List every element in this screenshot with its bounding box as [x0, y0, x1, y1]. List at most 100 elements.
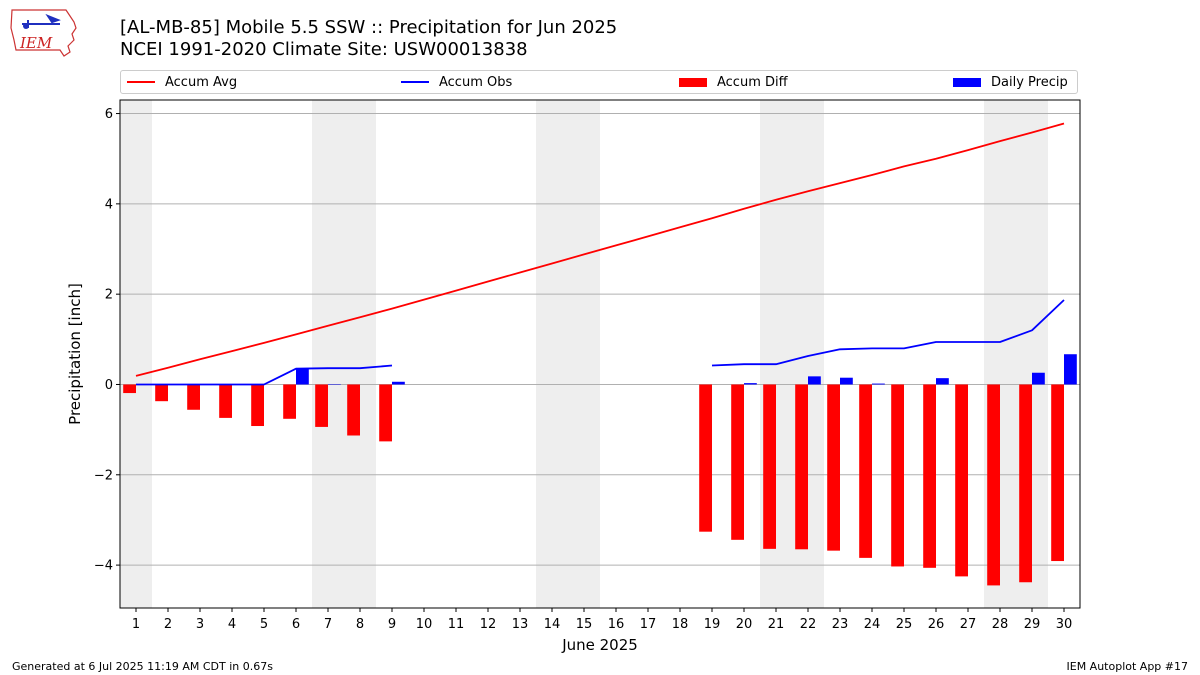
accum-diff-bar-23: [827, 384, 840, 551]
chart-title: [AL-MB-85] Mobile 5.5 SSW :: Precipitati…: [120, 17, 618, 38]
x-tick-label-21: 21: [768, 617, 785, 632]
legend-swatch-accum-avg: [127, 81, 155, 83]
daily-precip-bar-24: [872, 383, 885, 385]
daily-precip-bar-20: [744, 383, 757, 385]
accum-diff-bar-20: [731, 384, 744, 540]
generated-note: Generated at 6 Jul 2025 11:19 AM CDT in …: [12, 660, 273, 673]
accum-diff-bar-6: [283, 384, 296, 419]
x-tick-label-1: 1: [132, 617, 140, 632]
legend-swatch-accum-obs: [401, 81, 429, 83]
x-tick-label-25: 25: [896, 617, 913, 632]
weekend-shading: [120, 100, 1048, 608]
y-tick-label-2: 0: [105, 378, 113, 393]
legend-entry-accum-diff: Accum Diff: [679, 71, 788, 93]
daily-precip-bar-29: [1032, 372, 1045, 385]
y-gridlines: [120, 113, 1080, 566]
legend-swatch-accum-diff: [679, 77, 707, 87]
x-tick-label-9: 9: [388, 617, 396, 632]
x-tick-label-2: 2: [164, 617, 172, 632]
x-tick-label-5: 5: [260, 617, 268, 632]
accum-diff-bar-7: [315, 384, 328, 427]
legend-entry-accum-obs: Accum Obs: [401, 71, 512, 93]
app-note: IEM Autoplot App #17: [1066, 660, 1189, 673]
iem-logo: IEM: [10, 9, 77, 57]
x-tick-label-8: 8: [356, 617, 364, 632]
x-tick-label-4: 4: [228, 617, 236, 632]
x-tick-label-28: 28: [992, 617, 1009, 632]
legend-entry-accum-avg: Accum Avg: [127, 71, 237, 93]
accum-diff-bar-27: [955, 384, 968, 577]
legend-label-accum-diff: Accum Diff: [717, 74, 788, 90]
x-tick-label-22: 22: [800, 617, 817, 632]
x-tick-label-15: 15: [576, 617, 593, 632]
x-tick-label-30: 30: [1056, 617, 1073, 632]
x-tick-label-17: 17: [640, 617, 657, 632]
x-tick-label-10: 10: [416, 617, 433, 632]
x-axis-label: June 2025: [561, 636, 638, 654]
x-tick-label-23: 23: [832, 617, 849, 632]
lines: [135, 122, 1065, 386]
x-tick-label-26: 26: [928, 617, 945, 632]
accum-diff-bar-24: [859, 384, 872, 558]
legend-entry-daily-precip: Daily Precip: [953, 71, 1068, 93]
accum-diff-bar-8: [347, 384, 360, 436]
plot-frame: [119, 99, 1081, 609]
y-tick-label-3: 2: [105, 288, 113, 303]
daily-precip-bar-23: [840, 377, 853, 385]
legend-label-daily-precip: Daily Precip: [991, 74, 1068, 90]
y-tick-label-1: −2: [94, 468, 113, 483]
x-tick-label-14: 14: [544, 617, 561, 632]
x-tick-label-19: 19: [704, 617, 721, 632]
weekend-band-2: [536, 100, 600, 608]
x-tick-label-16: 16: [608, 617, 625, 632]
accum-diff-bar-22: [795, 384, 808, 550]
daily-precip-bar-9: [392, 381, 405, 385]
accum-diff-bar-30: [1051, 384, 1064, 562]
x-tick-label-24: 24: [864, 617, 881, 632]
chart-subtitle: NCEI 1991-2020 Climate Site: USW00013838: [120, 39, 528, 60]
accum-diff-bar-9: [379, 384, 392, 442]
weekend-band-0: [120, 100, 152, 608]
legend-swatch-daily-precip: [953, 77, 981, 87]
accum-diff-bar-1: [123, 384, 136, 394]
x-tick-label-7: 7: [324, 617, 332, 632]
weekend-band-1: [312, 100, 376, 608]
y-tick-label-4: 4: [105, 197, 113, 212]
accum-avg-line-0: [135, 122, 1065, 377]
bars: [123, 354, 1077, 586]
daily-precip-bar-30: [1064, 354, 1077, 385]
x-tick-label-12: 12: [480, 617, 497, 632]
x-tick-label-13: 13: [512, 617, 529, 632]
accum-diff-bar-3: [187, 384, 200, 410]
legend: Accum Avg Accum Obs Accum Diff Daily Pre…: [120, 70, 1078, 94]
x-tick-label-29: 29: [1024, 617, 1041, 632]
accum-diff-bar-26: [923, 384, 936, 568]
accum-diff-bar-25: [891, 384, 904, 567]
x-tick-label-27: 27: [960, 617, 977, 632]
x-tick-label-6: 6: [292, 617, 300, 632]
accum-obs-line-0: [136, 364, 393, 386]
x-tick-label-18: 18: [672, 617, 689, 632]
x-tick-label-11: 11: [448, 617, 465, 632]
daily-precip-bar-26: [936, 378, 949, 385]
accum-diff-bar-5: [251, 384, 264, 427]
accum-diff-bar-28: [987, 384, 1000, 586]
daily-precip-bar-6: [296, 368, 309, 385]
legend-label-accum-avg: Accum Avg: [165, 74, 238, 90]
daily-precip-bar-22: [808, 376, 821, 385]
accum-diff-bar-19: [699, 384, 712, 532]
x-tick-label-3: 3: [196, 617, 204, 632]
y-tick-label-0: −4: [94, 559, 113, 574]
logo-text: IEM: [19, 34, 53, 52]
accum-diff-bar-29: [1019, 384, 1032, 583]
y-axis-label: Precipitation [inch]: [66, 283, 84, 425]
legend-label-accum-obs: Accum Obs: [439, 74, 513, 90]
accum-obs-line-1: [711, 299, 1065, 367]
accum-diff-bar-4: [219, 384, 232, 418]
y-tick-label-5: 6: [105, 107, 113, 122]
x-axis-ticks: 1 2 3 4 5 6 7 8 9 10 11 12 13 14 15 16 17 18 19 20 21 22 23 24 2…: [132, 608, 1072, 632]
accum-diff-bar-21: [763, 384, 776, 549]
y-axis-ticks: −4 −2 0 2 4 6: [94, 107, 120, 574]
accum-diff-bar-2: [155, 384, 168, 402]
